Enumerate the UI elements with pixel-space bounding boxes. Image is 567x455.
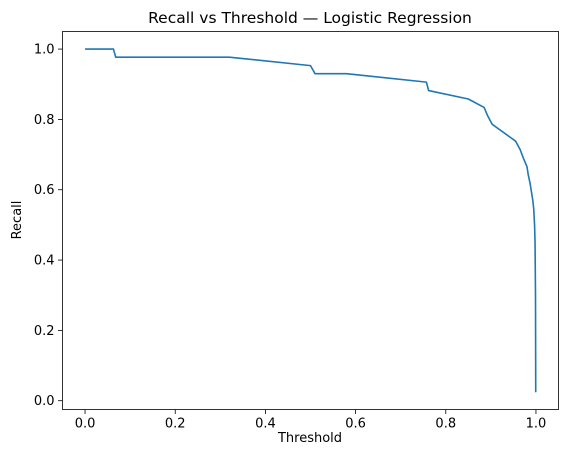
chart-title: Recall vs Threshold — Logistic Regressio…: [148, 9, 472, 27]
y-tick-label: 0.0: [34, 394, 55, 409]
x-tick-label: 1.0: [526, 417, 547, 432]
y-tick-label: 0.6: [34, 183, 55, 198]
y-tick-label: 0.4: [34, 254, 55, 269]
x-tick-label: 0.2: [165, 417, 186, 432]
axes-frame: [62, 31, 559, 410]
y-tick-label: 1.0: [34, 43, 55, 58]
y-tick-label: 0.2: [34, 324, 55, 339]
x-tick-label: 0.4: [255, 417, 276, 432]
y-axis: 0.0 0.2 0.4 0.6 0.8 1.0: [34, 43, 63, 409]
x-tick-label: 0.8: [435, 417, 456, 432]
x-tick-label: 0.6: [345, 417, 366, 432]
y-axis-label: Recall: [10, 201, 25, 240]
x-tick-label: 0.0: [75, 417, 96, 432]
y-tick-label: 0.8: [34, 113, 55, 128]
series-line-0: [85, 48, 537, 393]
x-axis: 0.0 0.2 0.4 0.6 0.8 1.0: [75, 409, 547, 432]
x-axis-label: Threshold: [277, 431, 342, 446]
plot-area: [85, 48, 537, 393]
